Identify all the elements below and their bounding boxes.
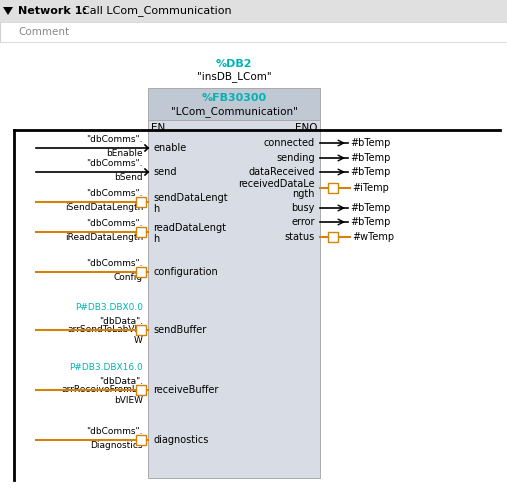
Text: h: h [153,234,159,244]
Text: bSend: bSend [115,172,143,182]
Text: P#DB3.DBX0.0: P#DB3.DBX0.0 [75,304,143,312]
Bar [136,385,146,395]
Bar [328,232,338,242]
Bar [328,183,338,193]
Bar [0,22,507,42]
Text: ngth: ngth [293,189,315,199]
Text: "insDB_LCom": "insDB_LCom" [197,72,271,82]
Bar [148,120,320,478]
Text: #bTemp: #bTemp [350,138,390,148]
Text: sendBuffer: sendBuffer [153,325,206,335]
Text: readDataLengt: readDataLengt [153,223,226,233]
Text: #wTemp: #wTemp [352,232,394,242]
Text: "LCom_Communication": "LCom_Communication" [170,106,298,118]
Text: "dbComms".: "dbComms". [87,427,143,436]
Text: iSendDataLength: iSendDataLength [64,203,143,211]
Text: Diagnostics: Diagnostics [91,441,143,449]
Text: dataReceived: dataReceived [248,167,315,177]
Text: Comment: Comment [18,27,69,37]
Bar [136,267,146,277]
Text: ENO: ENO [295,123,317,133]
Text: #bTemp: #bTemp [350,217,390,227]
Text: busy: busy [292,203,315,213]
Text: "dbData".: "dbData". [99,318,143,326]
Text: #bTemp: #bTemp [350,167,390,177]
Text: P#DB3.DBX16.0: P#DB3.DBX16.0 [69,364,143,372]
Polygon shape [3,7,13,15]
Text: Network 1:: Network 1: [18,6,87,16]
Text: EN: EN [151,123,165,133]
Text: "dbComms".: "dbComms". [87,160,143,168]
Bar [136,325,146,335]
Text: sendDataLengt: sendDataLengt [153,193,228,203]
Text: send: send [153,167,176,177]
Text: "dbComms".: "dbComms". [87,220,143,228]
Text: %FB30300: %FB30300 [201,93,267,103]
Bar [0,0,507,22]
Text: "dbData".: "dbData". [99,378,143,386]
Text: enable: enable [153,143,186,153]
Text: h: h [153,204,159,214]
Text: "dbComms".: "dbComms". [87,189,143,199]
Text: arrSendToLabVIE
W: arrSendToLabVIE W [67,325,143,345]
Bar [148,88,320,120]
Text: #bTemp: #bTemp [350,153,390,163]
Text: "dbComms".: "dbComms". [87,136,143,144]
Text: #iTemp: #iTemp [352,183,389,193]
Bar [136,435,146,445]
Text: Call LCom_Communication: Call LCom_Communication [82,5,232,17]
Text: receivedDataLe: receivedDataLe [238,179,315,189]
Text: %DB2: %DB2 [216,59,252,69]
Text: configuration: configuration [153,267,218,277]
Text: arrReceiveFromLa
bVIEW: arrReceiveFromLa bVIEW [62,386,143,405]
Text: bEnable: bEnable [106,148,143,158]
Bar [136,197,146,207]
Text: receiveBuffer: receiveBuffer [153,385,219,395]
Bar [136,227,146,237]
Text: sending: sending [276,153,315,163]
Text: "dbComms".: "dbComms". [87,260,143,268]
Text: status: status [285,232,315,242]
Text: iReadDataLength: iReadDataLength [65,232,143,242]
Text: diagnostics: diagnostics [153,435,208,445]
Text: #bTemp: #bTemp [350,203,390,213]
Text: Config: Config [114,272,143,282]
Text: connected: connected [264,138,315,148]
Text: error: error [292,217,315,227]
